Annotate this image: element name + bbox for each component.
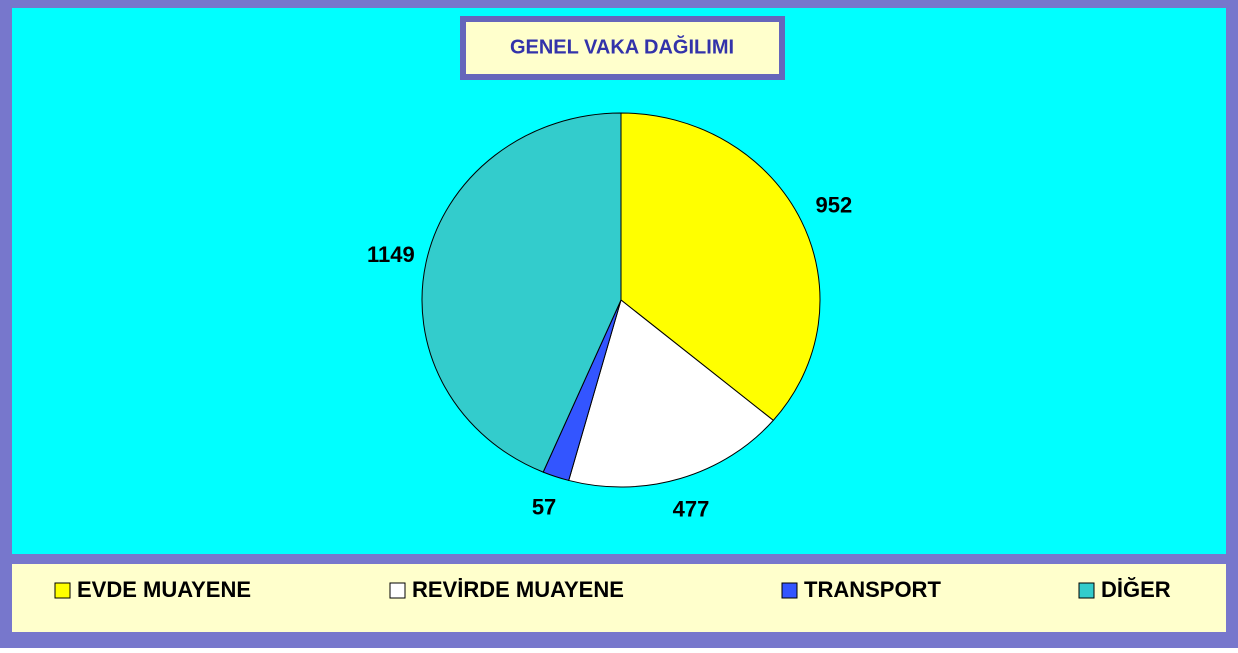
legend-label: REVİRDE MUAYENE [412,577,624,602]
data-label: 57 [532,494,556,519]
pie-slice [568,299,775,488]
legend-label: TRANSPORT [804,577,941,602]
legend-swatch [54,582,71,599]
pie-slice [421,112,622,473]
data-label: 477 [673,496,710,521]
legend-swatch [1078,582,1095,599]
legend-swatch [389,582,406,599]
chart-title: GENEL VAKA DAĞILIMI [510,34,734,58]
data-label: 1149 [367,242,415,267]
data-label: 952 [816,193,853,218]
title-box [466,22,779,74]
legend-area [12,564,1226,632]
legend-label: EVDE MUAYENE [77,577,251,602]
legend-label: DİĞER [1101,577,1171,602]
pie-slice [620,112,821,422]
legend-swatch [781,582,798,599]
